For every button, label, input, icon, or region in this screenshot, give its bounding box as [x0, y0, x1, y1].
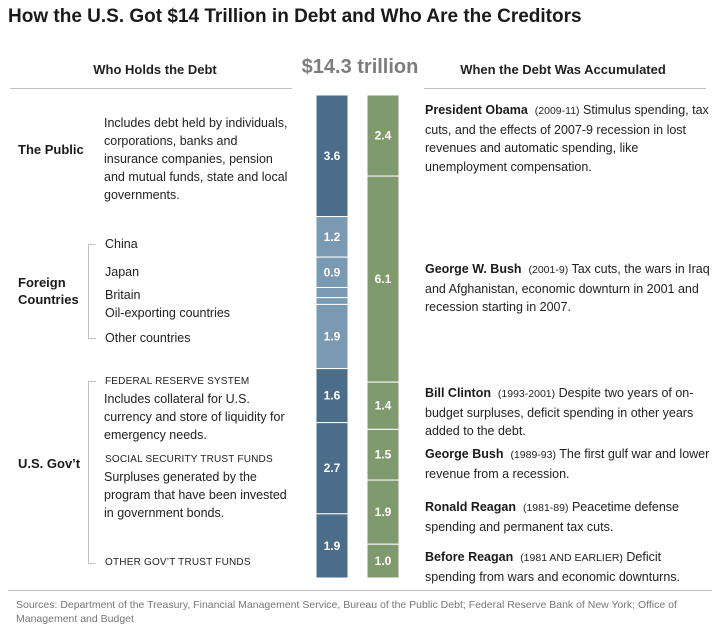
holders-segment-social-security-trust-funds: [315, 422, 349, 515]
holders-value-label: 2.7: [324, 461, 341, 475]
era-reagan: Ronald Reagan (1981-89) Peacetime defens…: [425, 498, 710, 536]
holders-value-label: 1.2: [324, 230, 341, 244]
holders-value-label: 1.6: [324, 389, 341, 403]
era-gw-bush: George W. Bush (2001-9) Tax cuts, the wa…: [425, 260, 710, 317]
era-obama: President Obama (2009-11) Stimulus spend…: [425, 101, 710, 176]
bracket-tick: [88, 338, 96, 339]
era-years: (2001-9): [528, 264, 569, 276]
era-segment-before-reagan: [366, 543, 400, 579]
fed-heading: FEDERAL RESERVE SYSTEM: [105, 376, 250, 387]
era-name: Bill Clinton: [425, 386, 491, 400]
era-value-label: 2.4: [375, 129, 392, 143]
era-text: Deficit spending from wars and economic …: [425, 550, 680, 584]
era-value-label: 1.9: [375, 505, 392, 519]
era-years: (1981-89): [522, 502, 569, 514]
era-value-label: 6.1: [375, 272, 392, 286]
chart-title: How the U.S. Got $14 Trillion in Debt an…: [8, 6, 582, 27]
other-trust-funds-heading: OTHER GOV’T TRUST FUNDS: [105, 557, 251, 568]
era-name: George Bush: [425, 447, 504, 461]
era-years: (2009-11): [534, 105, 580, 117]
gov-bracket: [88, 381, 89, 564]
holders-value-label: 1.9: [324, 330, 341, 344]
group-label-foreign: Foreign Countries: [18, 275, 79, 307]
holders-segment-china: [315, 216, 349, 258]
era-text: Despite two years of on-budget surpluses…: [425, 386, 694, 438]
source-note: Sources: Department of the Treasury, Fin…: [16, 599, 677, 625]
group-label-gov: U.S. Gov’t: [18, 456, 81, 471]
holders-segment-other-gov-t-trust-funds: [315, 513, 349, 579]
country-china: China: [105, 237, 138, 251]
left-column-header: Who Holds the Debt: [93, 62, 217, 77]
holders-segment-other-countries: [315, 303, 349, 370]
social-security-heading: SOCIAL SECURITY TRUST FUNDS: [105, 454, 273, 465]
era-name: President Obama: [425, 103, 528, 117]
bracket-tick: [88, 244, 96, 245]
country-oil-exporting: Oil-exporting countries: [105, 306, 231, 320]
total-debt: $14.3 trillion: [301, 56, 419, 78]
era-years: (1989-93): [510, 449, 556, 461]
holders-value-label: 3.6: [324, 149, 341, 163]
group-label-public: The Public: [18, 142, 84, 157]
public-description: Includes debt held by individuals, corpo…: [104, 116, 288, 202]
bracket-tick: [88, 381, 96, 382]
foreign-bracket: [88, 244, 89, 339]
social-security-description: Surpluses generated by the program that …: [104, 470, 287, 520]
era-value-label: 1.4: [375, 399, 392, 413]
era-segment-george-w-bush: [366, 175, 400, 383]
era-years: (1981 AND EARLIER): [520, 552, 623, 564]
era-name: George W. Bush: [425, 262, 522, 276]
era-clinton: Bill Clinton (1993-2001) Despite two yea…: [425, 384, 710, 441]
left-header-rule: [10, 88, 292, 89]
era-text: Tax cuts, the wars in Iraq and Afghanist…: [425, 262, 710, 314]
era-name: Before Reagan: [425, 550, 514, 564]
era-value-label: 1.0: [375, 554, 392, 568]
footer-rule: [8, 590, 712, 591]
era-text: Peacetime defense spending and permanent…: [425, 500, 679, 534]
era-segment-president-obama: [366, 94, 400, 177]
right-header-rule: [424, 88, 706, 89]
era-name: Ronald Reagan: [425, 500, 516, 514]
fed-description: Includes collateral for U.S. currency an…: [104, 392, 285, 442]
era-segment-bill-clinton: [366, 381, 400, 430]
country-other: Other countries: [105, 331, 191, 345]
country-japan: Japan: [105, 265, 140, 279]
holders-segment-federal-reserve-system: [315, 368, 349, 424]
era-before-reagan: Before Reagan (1981 AND EARLIER) Deficit…: [425, 548, 710, 586]
era-value-label: 1.5: [375, 448, 392, 462]
right-column-header: When the Debt Was Accumulated: [460, 62, 666, 77]
era-text: The first gulf war and lower revenue fro…: [425, 447, 710, 481]
era-years: (1993-2001): [497, 388, 556, 400]
era-bush: George Bush (1989-93) The first gulf war…: [425, 445, 710, 483]
holders-segment-britain: [315, 287, 349, 299]
holders-segment-oil-exporting-countries: [315, 297, 349, 305]
era-segment-ronald-reagan: [366, 479, 400, 545]
era-segment-george-bush: [366, 428, 400, 481]
holders-value-label: 0.9: [324, 265, 341, 279]
holders-value-label: 1.9: [324, 539, 341, 553]
holders-segment-the-public: [315, 94, 349, 218]
era-text: Stimulus spending, tax cuts, and the eff…: [425, 103, 709, 174]
country-britain: Britain: [105, 288, 141, 302]
bracket-tick: [88, 563, 96, 564]
